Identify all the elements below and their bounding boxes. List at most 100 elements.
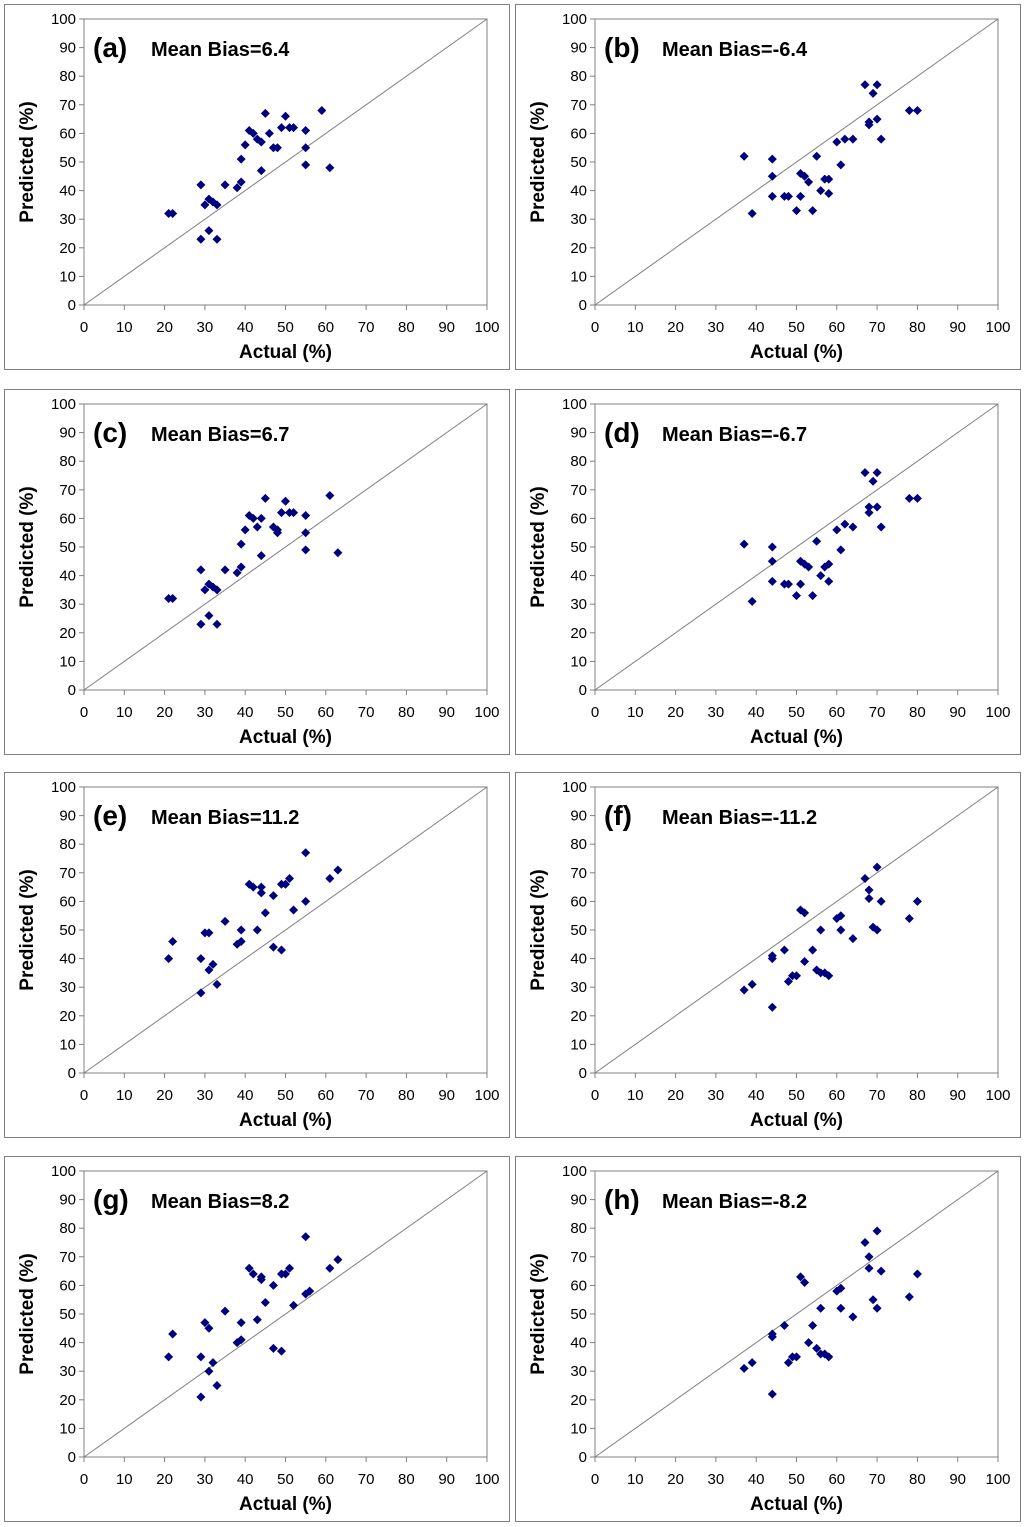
y-tick-label: 20 — [570, 625, 587, 642]
y-tick-label: 80 — [570, 836, 587, 853]
data-point — [256, 166, 266, 176]
data-point — [796, 905, 806, 915]
data-point — [912, 1269, 922, 1279]
data-point — [783, 976, 793, 986]
x-tick-label: 90 — [949, 1087, 966, 1104]
y-tick-label: 0 — [579, 1449, 587, 1466]
data-point — [305, 1286, 315, 1296]
data-point — [836, 911, 846, 921]
y-tick-label: 100 — [562, 396, 587, 413]
y-tick-label: 40 — [59, 951, 76, 968]
data-point — [236, 1318, 246, 1328]
data-point — [792, 1352, 801, 1362]
data-point — [289, 508, 299, 518]
scatter-chart: 0 10 20 30 40 50 60 70 80 90 100 0 10 20 30 40 50 60 70 80 9… — [17, 779, 500, 1131]
data-point — [196, 988, 206, 998]
data-point — [301, 1232, 311, 1242]
x-tick-label: 80 — [909, 1087, 926, 1104]
x-tick-label: 40 — [237, 1471, 254, 1488]
data-point — [200, 1318, 210, 1328]
data-point — [264, 128, 274, 138]
data-point — [240, 140, 250, 150]
y-tick-label: 80 — [570, 68, 587, 85]
data-point — [204, 1323, 214, 1333]
y-tick-label: 40 — [59, 183, 76, 200]
data-point — [767, 576, 777, 586]
data-point — [904, 106, 914, 116]
data-point — [872, 114, 882, 124]
data-point — [301, 528, 311, 538]
x-tick-label: 70 — [358, 1471, 375, 1488]
y-tick-label: 30 — [570, 979, 587, 996]
data-point — [276, 123, 286, 133]
data-point — [836, 1283, 846, 1293]
data-point — [860, 468, 870, 478]
mean-bias-annotation: Mean Bias=11.2 — [151, 807, 299, 829]
x-tick-label: 70 — [358, 1087, 375, 1104]
data-point — [739, 985, 749, 995]
x-tick-label: 40 — [237, 704, 254, 721]
y-tick-label: 10 — [570, 653, 587, 670]
x-tick-label: 0 — [591, 319, 599, 336]
data-point — [747, 596, 757, 606]
data-point — [868, 88, 878, 98]
y-tick-label: 40 — [570, 1335, 587, 1352]
data-point — [220, 1306, 230, 1316]
x-tick-label: 30 — [708, 1087, 725, 1104]
y-tick-label: 30 — [59, 1363, 76, 1380]
data-point — [317, 106, 327, 116]
y-tick-label: 100 — [562, 779, 587, 796]
x-tick-label: 30 — [197, 1471, 214, 1488]
data-point — [276, 945, 286, 955]
data-point — [236, 936, 246, 946]
data-point — [876, 134, 886, 144]
x-tick-label: 30 — [708, 1471, 725, 1488]
y-tick-label: 40 — [59, 1335, 76, 1352]
data-point — [289, 905, 299, 915]
data-point — [272, 143, 282, 153]
y-tick-label: 0 — [68, 1449, 76, 1466]
y-tick-label: 80 — [570, 453, 587, 470]
data-point — [800, 559, 810, 569]
data-point — [276, 1346, 286, 1356]
y-axis-title: Predicted (%) — [528, 101, 549, 222]
data-point — [281, 1269, 290, 1279]
x-tick-label: 100 — [985, 319, 1010, 336]
x-tick-label: 30 — [197, 1087, 214, 1104]
y-tick-label: 100 — [51, 779, 76, 796]
data-point — [864, 885, 874, 895]
x-tick-label: 60 — [828, 1087, 845, 1104]
data-point — [816, 571, 826, 581]
panel-letter: (d) — [604, 417, 640, 448]
x-tick-label: 0 — [591, 1087, 599, 1104]
x-tick-label: 90 — [949, 1471, 966, 1488]
data-point — [808, 206, 818, 216]
chart-panel: 0 10 20 30 40 50 60 70 80 90 100 0 10 20 30 40 50 60 70 80 9… — [4, 1156, 510, 1522]
data-point — [864, 120, 874, 130]
data-point — [252, 1315, 262, 1325]
data-point — [212, 1381, 222, 1390]
x-tick-label: 100 — [474, 319, 499, 336]
data-point — [236, 177, 246, 187]
x-tick-label: 30 — [197, 704, 214, 721]
data-point — [796, 191, 806, 201]
data-point — [812, 536, 822, 546]
chart-panel: 0 10 20 30 40 50 60 70 80 90 100 0 10 20 30 40 50 60 70 80 9… — [515, 1156, 1021, 1522]
x-tick-label: 100 — [474, 704, 499, 721]
panel-letter: (b) — [604, 32, 640, 63]
data-point — [248, 1269, 258, 1279]
data-point — [836, 925, 846, 935]
y-tick-label: 100 — [51, 396, 76, 413]
data-point — [236, 925, 246, 935]
y-tick-label: 20 — [59, 1008, 76, 1025]
data-point — [812, 1343, 822, 1353]
data-point — [840, 134, 850, 144]
x-tick-label: 10 — [116, 1087, 133, 1104]
data-point — [904, 1292, 914, 1302]
data-point — [220, 565, 230, 575]
scatter-chart: 0 10 20 30 40 50 60 70 80 90 100 0 10 20 30 40 50 60 70 80 9… — [528, 396, 1011, 748]
data-point — [236, 1335, 246, 1345]
data-point — [779, 945, 789, 955]
x-tick-label: 80 — [398, 1087, 415, 1104]
identity-reference-line — [594, 1170, 999, 1458]
